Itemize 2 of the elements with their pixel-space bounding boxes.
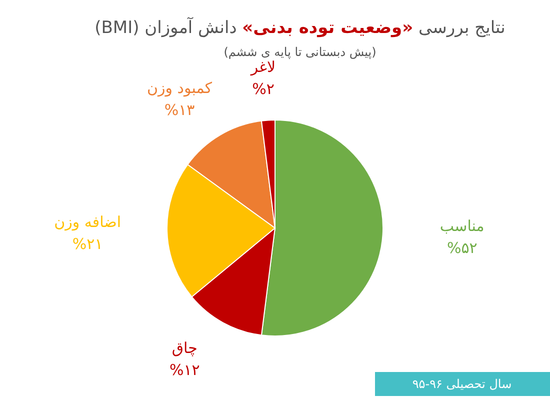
subtitle: (پیش دبستانی تا پایه ی ششم) <box>224 45 376 59</box>
title: نتایج بررسی «وضعیت توده بدنی» دانش آموزان (BMI) <box>94 18 506 38</box>
